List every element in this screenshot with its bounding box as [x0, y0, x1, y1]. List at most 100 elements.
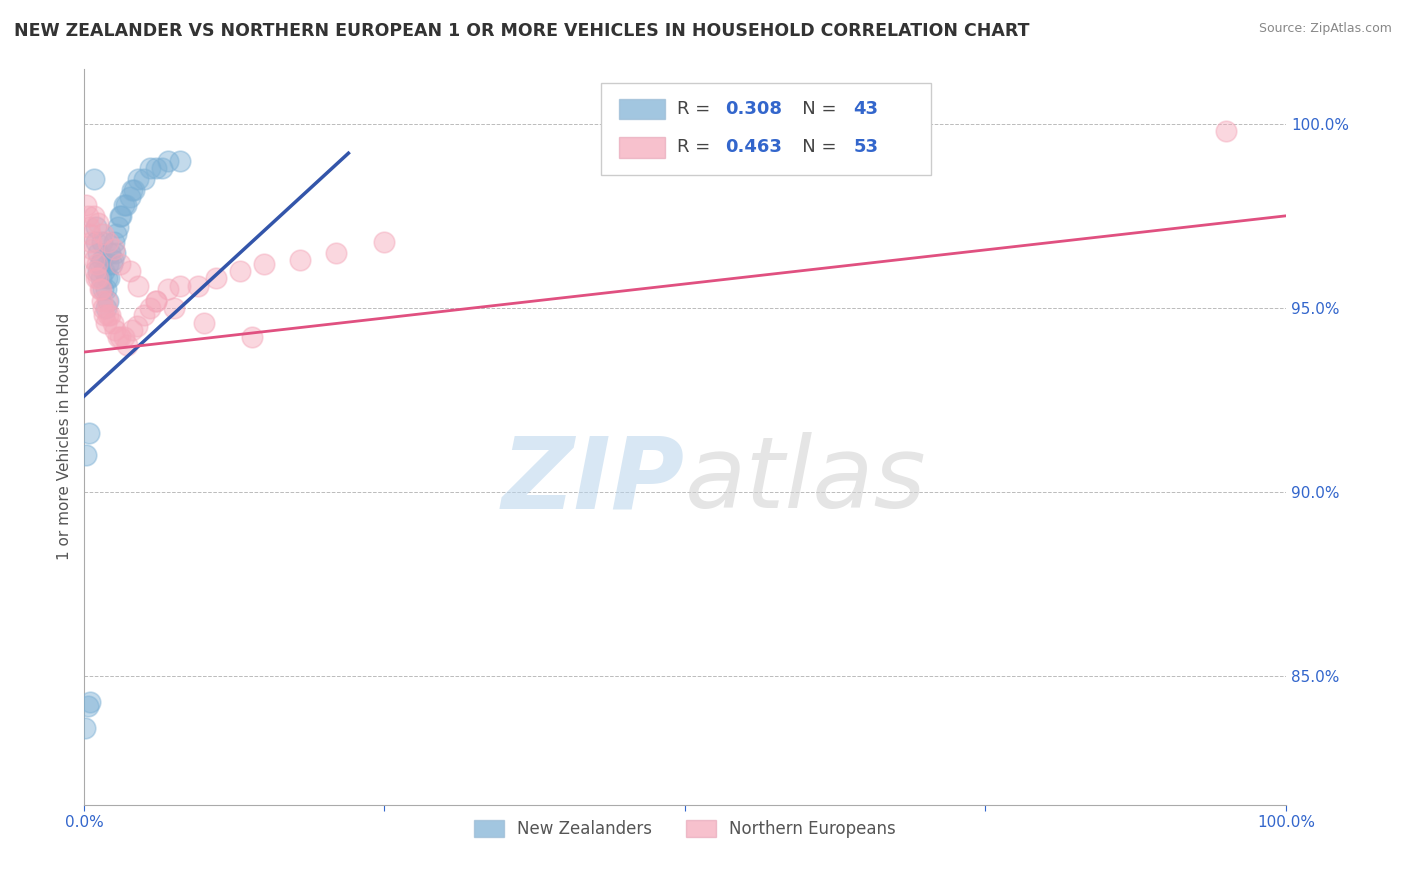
- Point: [94, 283, 117, 297]
- Text: NEW ZEALANDER VS NORTHERN EUROPEAN 1 OR MORE VEHICLES IN HOUSEHOLD CORRELATION C: NEW ZEALANDER VS NORTHERN EUROPEAN 1 OR …: [14, 22, 1029, 40]
- Point: [104, 323, 127, 337]
- Point: [80, 235, 103, 249]
- FancyBboxPatch shape: [619, 99, 665, 120]
- Legend: New Zealanders, Northern Europeans: New Zealanders, Northern Europeans: [467, 813, 903, 845]
- Point: [77, 219, 100, 234]
- Point: [84, 219, 107, 234]
- Point: [87, 271, 110, 285]
- Point: [108, 330, 131, 344]
- Point: [82, 242, 104, 256]
- Point: [100, 308, 122, 322]
- Point: [115, 198, 138, 212]
- Point: [157, 283, 180, 297]
- Point: [108, 209, 131, 223]
- Text: 43: 43: [853, 100, 879, 118]
- Point: [93, 308, 115, 322]
- Point: [104, 245, 127, 260]
- Point: [103, 235, 125, 249]
- Point: [132, 308, 155, 322]
- Point: [96, 271, 118, 285]
- Point: [101, 316, 124, 330]
- Point: [107, 330, 129, 344]
- Point: [76, 698, 98, 713]
- Point: [145, 293, 167, 308]
- Point: [110, 209, 132, 223]
- Point: [124, 183, 146, 197]
- Point: [91, 227, 114, 242]
- Point: [121, 183, 143, 197]
- Point: [169, 278, 191, 293]
- Point: [87, 264, 110, 278]
- Point: [97, 308, 120, 322]
- Text: ZIP: ZIP: [502, 433, 685, 530]
- Point: [84, 271, 107, 285]
- Text: 0.463: 0.463: [724, 138, 782, 156]
- Point: [83, 209, 105, 223]
- Point: [118, 264, 141, 278]
- Point: [90, 271, 112, 285]
- Point: [125, 319, 148, 334]
- Text: 53: 53: [853, 138, 879, 156]
- Point: [98, 271, 121, 285]
- Point: [94, 316, 117, 330]
- Point: [87, 245, 110, 260]
- Point: [205, 271, 228, 285]
- Point: [75, 721, 97, 735]
- Point: [76, 209, 98, 223]
- Point: [84, 235, 107, 249]
- Point: [75, 448, 97, 462]
- Point: [117, 337, 139, 351]
- Point: [145, 293, 167, 308]
- Y-axis label: 1 or more Vehicles in Household: 1 or more Vehicles in Household: [58, 313, 72, 560]
- Point: [139, 161, 162, 175]
- Point: [75, 198, 97, 212]
- Point: [101, 252, 124, 267]
- Point: [91, 252, 114, 267]
- Text: N =: N =: [785, 100, 842, 118]
- Point: [96, 293, 118, 308]
- Point: [79, 695, 101, 709]
- Point: [240, 330, 263, 344]
- Point: [105, 227, 128, 242]
- Point: [139, 301, 162, 315]
- Point: [93, 264, 115, 278]
- Text: R =: R =: [676, 138, 716, 156]
- Point: [127, 172, 149, 186]
- Point: [103, 242, 125, 256]
- Point: [127, 278, 149, 293]
- Point: [193, 316, 215, 330]
- Point: [132, 172, 155, 186]
- Point: [118, 190, 141, 204]
- Point: [97, 257, 120, 271]
- Point: [77, 426, 100, 441]
- Point: [150, 161, 173, 175]
- Point: [91, 283, 114, 297]
- Point: [97, 293, 120, 308]
- Point: [229, 264, 252, 278]
- Point: [145, 161, 167, 175]
- Point: [87, 216, 110, 230]
- Point: [79, 227, 101, 242]
- Point: [89, 283, 111, 297]
- FancyBboxPatch shape: [619, 137, 665, 158]
- Point: [90, 283, 112, 297]
- Point: [97, 235, 120, 249]
- Point: [112, 198, 135, 212]
- FancyBboxPatch shape: [600, 83, 931, 176]
- Point: [187, 278, 209, 293]
- Point: [89, 257, 111, 271]
- Point: [290, 252, 312, 267]
- Point: [83, 172, 105, 186]
- Text: N =: N =: [785, 138, 842, 156]
- Point: [91, 301, 114, 315]
- Point: [253, 257, 276, 271]
- Point: [91, 293, 114, 308]
- Point: [1215, 124, 1237, 138]
- Point: [100, 245, 122, 260]
- Point: [83, 264, 105, 278]
- Point: [86, 257, 108, 271]
- Point: [163, 301, 186, 315]
- Point: [91, 235, 114, 249]
- Point: [112, 330, 135, 344]
- Point: [169, 153, 191, 168]
